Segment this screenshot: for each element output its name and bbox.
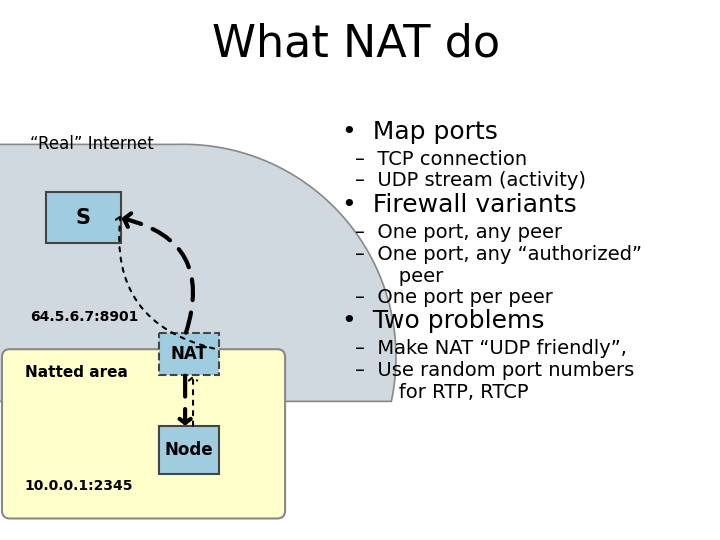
FancyBboxPatch shape xyxy=(45,192,121,244)
Polygon shape xyxy=(0,144,396,401)
FancyBboxPatch shape xyxy=(159,427,219,474)
Text: 10.0.0.1:2345: 10.0.0.1:2345 xyxy=(24,479,133,493)
Text: –  Use random port numbers
       for RTP, RTCP: – Use random port numbers for RTP, RTCP xyxy=(356,361,634,402)
Text: What NAT do: What NAT do xyxy=(212,23,500,66)
Text: •  Two problems: • Two problems xyxy=(341,309,544,333)
Text: •  Map ports: • Map ports xyxy=(341,119,498,144)
Text: –  TCP connection: – TCP connection xyxy=(356,150,528,169)
Text: S: S xyxy=(76,207,91,227)
Text: “Real” Internet: “Real” Internet xyxy=(30,135,153,153)
FancyBboxPatch shape xyxy=(2,349,285,518)
Text: Node: Node xyxy=(165,441,213,459)
FancyBboxPatch shape xyxy=(159,333,219,375)
Text: 64.5.6.7:8901: 64.5.6.7:8901 xyxy=(30,310,138,325)
Text: •  Firewall variants: • Firewall variants xyxy=(341,193,576,217)
Text: Natted area: Natted area xyxy=(24,365,127,380)
Text: –  One port per peer: – One port per peer xyxy=(356,287,553,307)
Text: –  One port, any peer: – One port, any peer xyxy=(356,223,562,242)
Text: NAT: NAT xyxy=(171,345,207,363)
Text: –  Make NAT “UDP friendly”,: – Make NAT “UDP friendly”, xyxy=(356,339,627,359)
Text: –  UDP stream (activity): – UDP stream (activity) xyxy=(356,171,586,190)
Text: –  One port, any “authorized”
       peer: – One port, any “authorized” peer xyxy=(356,245,642,286)
